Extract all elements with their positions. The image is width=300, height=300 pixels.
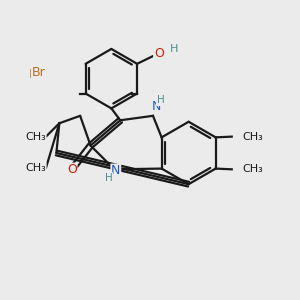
Text: H: H [157, 95, 164, 105]
Text: CH₃: CH₃ [25, 132, 46, 142]
Text: H: H [169, 44, 178, 54]
Text: O: O [154, 47, 164, 60]
Text: H: H [104, 172, 112, 183]
Text: CH₃: CH₃ [242, 164, 263, 174]
Text: Br: Br [29, 68, 42, 81]
Text: CH₃: CH₃ [25, 163, 46, 173]
Text: N: N [111, 164, 121, 177]
Text: CH₃: CH₃ [242, 132, 263, 142]
Text: N: N [151, 100, 160, 113]
Text: Br: Br [32, 66, 45, 79]
Text: O: O [67, 164, 77, 176]
